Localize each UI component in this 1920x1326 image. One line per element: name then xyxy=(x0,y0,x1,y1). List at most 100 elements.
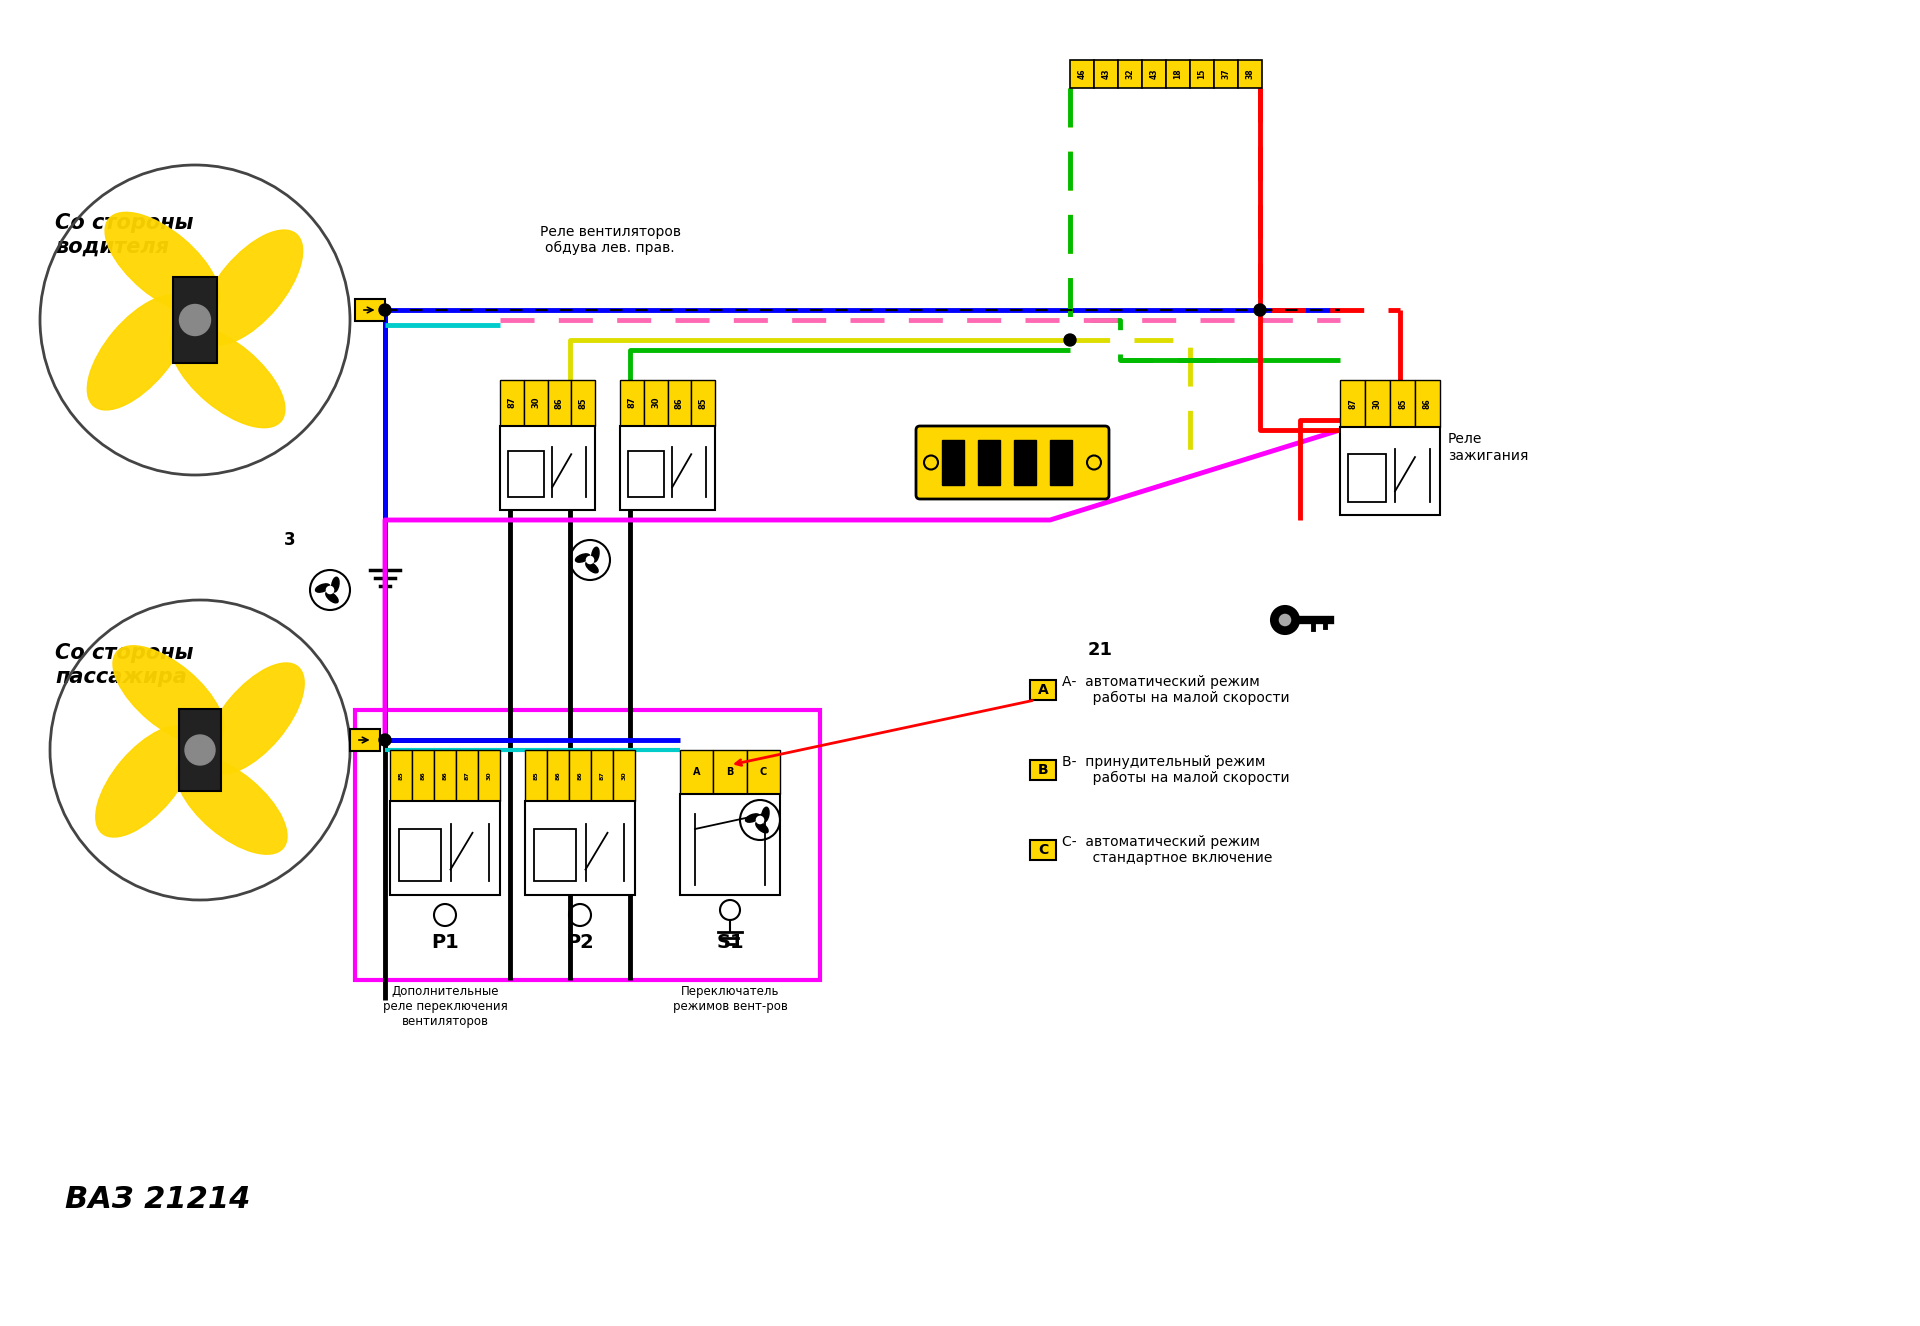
Bar xyxy=(390,751,413,801)
Bar xyxy=(1415,381,1440,427)
Bar xyxy=(1213,60,1238,88)
Circle shape xyxy=(184,735,215,765)
Ellipse shape xyxy=(86,296,190,410)
Circle shape xyxy=(1279,613,1292,627)
Bar xyxy=(612,751,636,801)
Text: 87: 87 xyxy=(599,770,605,780)
Text: B: B xyxy=(726,766,733,777)
Bar xyxy=(568,751,591,801)
Ellipse shape xyxy=(171,325,284,428)
Circle shape xyxy=(586,557,593,564)
Text: 86: 86 xyxy=(555,770,561,780)
Text: 37: 37 xyxy=(1221,69,1231,80)
Bar xyxy=(1117,60,1142,88)
Bar xyxy=(668,381,691,426)
Bar xyxy=(1029,839,1056,861)
Bar xyxy=(620,381,643,426)
Text: Переключатель
режимов вент-ров: Переключатель режимов вент-ров xyxy=(672,985,787,1013)
Ellipse shape xyxy=(96,725,196,837)
Ellipse shape xyxy=(205,663,303,774)
Text: 30: 30 xyxy=(622,770,626,780)
Text: 46: 46 xyxy=(1077,69,1087,80)
Bar xyxy=(499,426,595,511)
Bar xyxy=(747,751,780,793)
Text: Реле
зажигания: Реле зажигания xyxy=(1448,432,1528,463)
Text: Реле вентиляторов
обдува лев. прав.: Реле вентиляторов обдува лев. прав. xyxy=(540,225,680,255)
Bar xyxy=(355,709,820,980)
Text: 30: 30 xyxy=(486,770,492,780)
Text: 85: 85 xyxy=(534,770,538,780)
Bar xyxy=(390,801,499,895)
Bar xyxy=(1348,453,1386,501)
Bar xyxy=(714,751,747,793)
Bar xyxy=(680,793,780,895)
Text: 86: 86 xyxy=(420,770,426,780)
Text: S1: S1 xyxy=(716,934,743,952)
Ellipse shape xyxy=(113,646,225,745)
Text: 43: 43 xyxy=(1102,69,1110,80)
Bar xyxy=(691,381,714,426)
Text: 30: 30 xyxy=(1373,398,1382,408)
Ellipse shape xyxy=(200,231,303,345)
Bar xyxy=(547,381,572,426)
Ellipse shape xyxy=(762,808,770,822)
Text: 3: 3 xyxy=(284,530,296,549)
Text: P1: P1 xyxy=(432,934,459,952)
Text: В-  принудительный режим
       работы на малой скорости: В- принудительный режим работы на малой … xyxy=(1062,754,1290,785)
Circle shape xyxy=(1254,304,1265,316)
Bar xyxy=(1165,60,1190,88)
Text: 87: 87 xyxy=(465,770,470,780)
Bar xyxy=(620,426,714,511)
Bar xyxy=(1142,60,1165,88)
Bar xyxy=(349,729,380,751)
Circle shape xyxy=(1271,606,1300,634)
Ellipse shape xyxy=(586,562,599,573)
Circle shape xyxy=(326,586,334,594)
Ellipse shape xyxy=(756,822,768,833)
Text: 43: 43 xyxy=(1150,69,1158,80)
Text: 87: 87 xyxy=(1348,398,1357,408)
Bar xyxy=(478,751,499,801)
Text: 87: 87 xyxy=(507,396,516,408)
Text: 86: 86 xyxy=(1423,398,1432,408)
Bar xyxy=(399,829,440,880)
Text: 85: 85 xyxy=(699,396,708,408)
Bar xyxy=(1340,381,1365,427)
Text: 86: 86 xyxy=(578,770,582,780)
Text: 85: 85 xyxy=(399,770,403,780)
Bar xyxy=(524,381,547,426)
Bar xyxy=(1069,60,1094,88)
Text: 21: 21 xyxy=(1087,640,1112,659)
Bar xyxy=(943,440,964,485)
Bar xyxy=(1340,427,1440,514)
Text: 86: 86 xyxy=(442,770,447,780)
Text: 30: 30 xyxy=(651,396,660,408)
Bar xyxy=(534,829,576,880)
Text: P2: P2 xyxy=(566,934,593,952)
Ellipse shape xyxy=(576,554,589,562)
Text: ВАЗ 21214: ВАЗ 21214 xyxy=(65,1185,250,1215)
Bar xyxy=(179,709,221,792)
Text: Дополнительные
реле переключения
вентиляторов: Дополнительные реле переключения вентиля… xyxy=(382,985,507,1028)
Text: 18: 18 xyxy=(1173,69,1183,80)
Text: 85: 85 xyxy=(1398,398,1407,408)
Bar xyxy=(1050,440,1071,485)
Ellipse shape xyxy=(332,577,340,591)
Text: 15: 15 xyxy=(1198,69,1206,80)
Ellipse shape xyxy=(315,583,330,593)
Text: А: А xyxy=(1037,683,1048,697)
Text: A: A xyxy=(693,766,701,777)
Bar xyxy=(547,751,568,801)
Circle shape xyxy=(756,817,764,823)
Bar xyxy=(977,440,1000,485)
Bar xyxy=(643,381,668,426)
Bar xyxy=(1238,60,1261,88)
Text: 85: 85 xyxy=(578,396,588,408)
Bar xyxy=(1390,381,1415,427)
Ellipse shape xyxy=(326,591,338,603)
Bar xyxy=(1029,760,1056,780)
Bar xyxy=(173,277,217,362)
Bar xyxy=(355,298,386,321)
Bar xyxy=(572,381,595,426)
Bar xyxy=(507,451,543,497)
